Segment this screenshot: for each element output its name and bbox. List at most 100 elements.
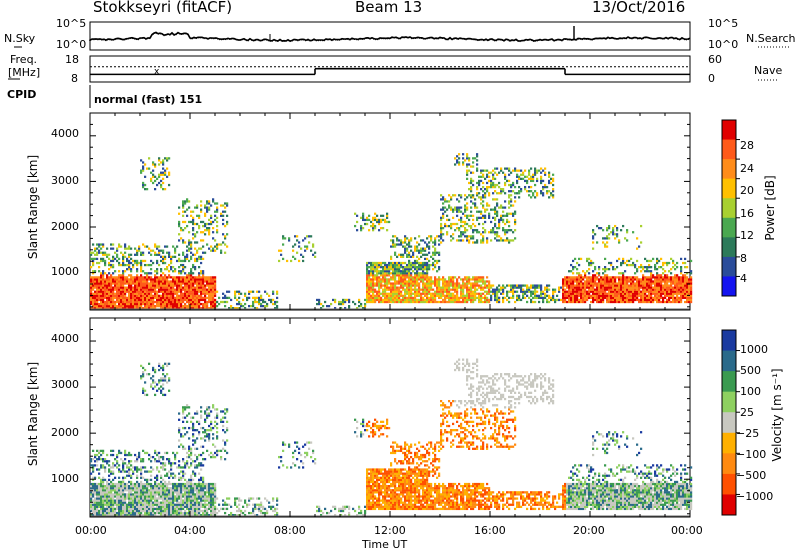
power-cell xyxy=(194,278,197,281)
power-cell xyxy=(532,192,535,195)
velocity-cell xyxy=(102,480,105,484)
velocity-cell xyxy=(100,501,103,504)
power-cell xyxy=(218,302,221,306)
power-cell xyxy=(650,274,653,277)
power-cell xyxy=(138,284,141,287)
power-cell xyxy=(102,286,105,289)
power-cell xyxy=(484,214,487,217)
power-cell xyxy=(432,288,435,291)
power-cell xyxy=(210,282,213,285)
power-cell xyxy=(458,300,461,304)
power-cell xyxy=(90,251,93,254)
velocity-cell xyxy=(112,472,115,475)
velocity-cell xyxy=(90,458,93,461)
power-cell xyxy=(466,155,469,158)
power-cell xyxy=(510,229,513,232)
power-cell xyxy=(572,288,575,291)
power-cell xyxy=(194,296,197,300)
power-cell xyxy=(654,294,657,297)
power-cell xyxy=(140,304,143,308)
power-cell xyxy=(644,300,647,304)
power-cell xyxy=(640,270,643,273)
power-cell xyxy=(104,263,107,267)
nave-tick-top: 60 xyxy=(708,53,722,66)
power-cell xyxy=(120,278,123,281)
power-cell xyxy=(552,173,555,176)
power-cell xyxy=(588,263,591,267)
power-cell xyxy=(558,298,561,302)
power-cell xyxy=(416,288,419,291)
velocity-cell xyxy=(96,458,99,461)
power-cell xyxy=(124,251,127,254)
power-cell xyxy=(140,298,143,302)
power-cell xyxy=(488,185,491,189)
power-cell xyxy=(200,276,203,279)
power-cell xyxy=(638,265,641,269)
power-cell xyxy=(136,280,139,283)
power-cell xyxy=(516,175,519,178)
power-cell xyxy=(226,222,229,226)
power-cell xyxy=(664,280,667,283)
power-cell xyxy=(616,300,619,304)
power-cell xyxy=(638,278,641,281)
power-cell xyxy=(528,190,531,193)
power-cell xyxy=(106,288,109,291)
power-cell xyxy=(596,278,599,281)
power-cell xyxy=(570,278,573,281)
power-cell xyxy=(356,214,359,217)
power-cell xyxy=(458,286,461,289)
power-cell xyxy=(130,253,133,256)
power-cell xyxy=(392,261,395,265)
power-cell xyxy=(220,204,223,207)
power-cell xyxy=(436,292,439,295)
power-cell xyxy=(452,288,455,291)
velocity-cell xyxy=(92,511,95,515)
power-cell xyxy=(592,290,595,293)
power-cell xyxy=(430,284,433,287)
power-cell xyxy=(614,294,617,297)
power-cell xyxy=(172,302,175,306)
power-cell xyxy=(606,288,609,291)
power-cell xyxy=(424,249,427,252)
power-cell xyxy=(666,284,669,287)
power-cell xyxy=(486,169,489,172)
power-cell xyxy=(508,239,511,242)
power-cell xyxy=(476,194,479,197)
power-cell xyxy=(660,274,663,277)
velocity-cell xyxy=(108,470,111,473)
power-cell xyxy=(448,276,451,279)
power-cell xyxy=(400,272,403,275)
power-cell xyxy=(562,278,565,281)
power-cell xyxy=(412,296,415,300)
power-cell xyxy=(370,272,373,275)
power-cell xyxy=(558,286,561,289)
power-cell xyxy=(186,249,189,252)
power-cell xyxy=(192,220,195,224)
power-cell xyxy=(162,288,165,291)
power-cell xyxy=(396,261,399,265)
power-cell xyxy=(204,302,207,306)
power-cell xyxy=(442,278,445,281)
power-cell xyxy=(140,159,143,162)
power-cell xyxy=(124,282,127,285)
power-cell xyxy=(138,304,141,308)
power-cell xyxy=(620,280,623,283)
power-cell xyxy=(136,292,139,295)
power-cell xyxy=(428,235,431,238)
power-cell xyxy=(312,245,315,248)
power-cell xyxy=(206,208,209,211)
power-cell xyxy=(180,276,183,279)
power-cell xyxy=(656,298,659,302)
power-cell xyxy=(592,235,595,238)
power-cell xyxy=(154,294,157,297)
velocity-cell xyxy=(110,499,113,502)
power-cell xyxy=(398,263,401,267)
power-cell xyxy=(600,286,603,289)
power-cell xyxy=(626,280,629,283)
power-cell xyxy=(174,282,177,285)
power-cell xyxy=(512,290,515,293)
power-cell xyxy=(650,270,653,273)
xtick-3: 12:00 xyxy=(374,524,406,537)
velocity-cell xyxy=(98,491,101,494)
power-cell xyxy=(616,265,619,269)
